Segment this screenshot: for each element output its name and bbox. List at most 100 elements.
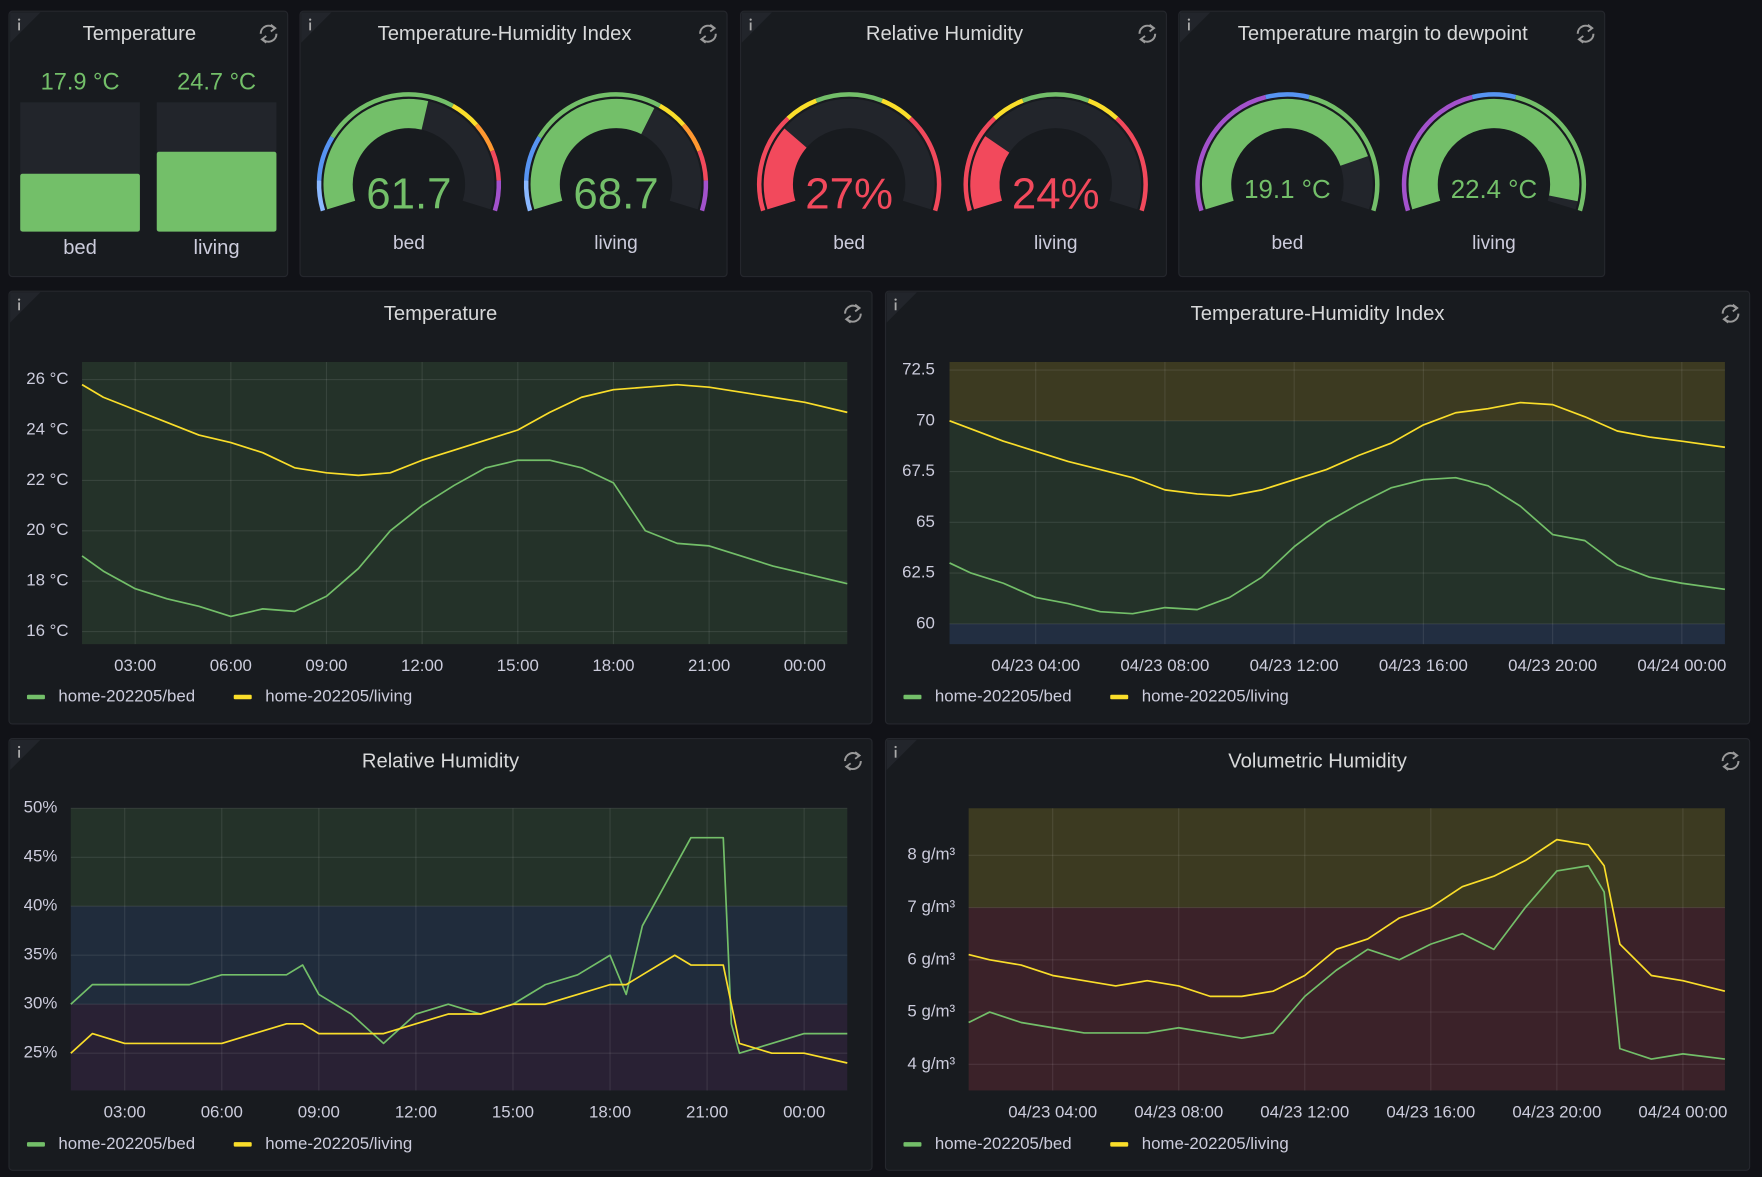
panel-title: Temperature <box>83 23 196 45</box>
x-tick-label: 09:00 <box>298 1102 340 1121</box>
legend-swatch <box>233 694 252 700</box>
legend-swatch <box>903 1142 922 1147</box>
series-line <box>949 476 1726 615</box>
y-tick-label: 26 °C <box>26 369 68 388</box>
series-line <box>81 459 848 618</box>
y-tick-label: 16 °C <box>26 621 68 640</box>
bar <box>20 173 140 232</box>
x-tick-label: 04/23 16:00 <box>1386 1102 1475 1121</box>
x-tick-label: 09:00 <box>305 656 347 675</box>
legend-swatch <box>26 694 45 700</box>
category-label: bed <box>63 237 97 259</box>
y-tick-label: 50% <box>24 798 58 817</box>
x-tick-label: 04/23 16:00 <box>1379 656 1468 675</box>
refresh-arrow <box>260 24 277 44</box>
gauge-arc <box>323 98 429 210</box>
panel <box>884 290 1751 725</box>
threshold-arc <box>1195 94 1267 212</box>
threshold-arc <box>993 98 1024 121</box>
x-tick-label: 21:00 <box>686 1102 728 1121</box>
x-tick-label: 06:00 <box>210 656 252 675</box>
threshold-band <box>70 906 848 1005</box>
x-tick-label: 04/23 20:00 <box>1508 656 1597 675</box>
threshold-band <box>968 808 1725 908</box>
panel <box>8 738 873 1171</box>
threshold-arc <box>490 149 501 181</box>
info-icon-dot <box>894 745 897 749</box>
legend-swatch <box>26 1142 45 1147</box>
x-tick-label: 03:00 <box>104 1102 146 1121</box>
panel-title: Temperature margin to dewpoint <box>1238 23 1528 45</box>
y-tick-label: 45% <box>24 847 58 866</box>
threshold-arc <box>1265 92 1310 100</box>
threshold-arc <box>1115 116 1148 212</box>
y-tick-label: 25% <box>24 1043 58 1062</box>
gauge-value: 24% <box>1012 169 1100 218</box>
x-tick-label: 04/23 20:00 <box>1512 1102 1601 1121</box>
series-line <box>949 401 1726 497</box>
panel <box>884 738 1751 1171</box>
legend-label: home-202205/bed <box>58 686 195 705</box>
info-icon-dot <box>1187 18 1191 21</box>
threshold-arc <box>757 116 790 212</box>
x-tick-label: 04/23 04:00 <box>991 656 1080 675</box>
category-label: living <box>194 237 240 259</box>
threshold-band <box>70 808 848 907</box>
value-label: 17.9 °C <box>41 69 120 95</box>
category-label: bed <box>393 233 425 254</box>
y-tick-label: 18 °C <box>26 571 68 590</box>
y-tick-label: 7 g/m³ <box>907 897 955 916</box>
y-tick-label: 67.5 <box>902 461 935 480</box>
y-tick-label: 40% <box>24 896 58 915</box>
refresh-arrow <box>1139 24 1156 44</box>
threshold-arc <box>1401 94 1473 212</box>
y-tick-label: 72.5 <box>902 360 935 379</box>
gauge-arc <box>763 128 807 210</box>
refresh-arrow <box>844 303 862 324</box>
y-tick-label: 8 g/m³ <box>907 845 955 864</box>
info-icon-dot <box>309 18 312 21</box>
threshold-band <box>949 623 1725 645</box>
gauge-value: 61.7 <box>366 169 451 218</box>
threshold-arc <box>1087 98 1119 121</box>
panel-title: Temperature <box>384 303 497 325</box>
threshold-arc <box>316 180 326 212</box>
threshold-arc <box>699 180 709 212</box>
panel-title: Temperature-Humidity Index <box>1191 303 1445 325</box>
x-tick-label: 04/23 12:00 <box>1250 656 1339 675</box>
category-label: bed <box>1271 233 1303 254</box>
x-tick-label: 12:00 <box>395 1102 437 1121</box>
panel-title: Relative Humidity <box>362 751 520 773</box>
x-tick-label: 04/23 08:00 <box>1120 656 1209 675</box>
threshold-arc <box>330 92 454 139</box>
info-icon-dot <box>17 745 21 749</box>
series-line <box>968 864 1726 1060</box>
x-tick-label: 04/24 00:00 <box>1637 656 1726 675</box>
threshold-arc <box>523 180 533 212</box>
category-label: living <box>1472 233 1516 254</box>
info-icon-dot <box>17 298 21 301</box>
x-tick-label: 15:00 <box>497 656 539 675</box>
x-tick-label: 12:00 <box>401 656 443 675</box>
legend-label: home-202205/bed <box>58 1134 195 1153</box>
legend-swatch <box>233 1142 252 1147</box>
y-tick-label: 24 °C <box>26 419 68 438</box>
legend-label: home-202205/bed <box>935 1134 1072 1153</box>
refresh-arrow <box>1722 751 1739 771</box>
legend-label: home-202205/living <box>1142 686 1289 705</box>
category-label: living <box>1034 233 1078 254</box>
info-icon-dot <box>17 18 21 21</box>
x-tick-label: 15:00 <box>492 1102 534 1121</box>
x-tick-label: 06:00 <box>201 1102 243 1121</box>
legend-label: home-202205/living <box>265 686 412 705</box>
threshold-arc <box>474 123 495 152</box>
panel-title: Volumetric Humidity <box>1228 751 1408 773</box>
gauge-value: 19.1 °C <box>1244 176 1330 204</box>
refresh-arrow <box>844 751 862 771</box>
panel <box>299 10 728 278</box>
bar <box>156 151 277 232</box>
x-tick-label: 18:00 <box>592 656 634 675</box>
threshold-arc <box>523 136 542 181</box>
threshold-arc <box>1471 92 1517 100</box>
